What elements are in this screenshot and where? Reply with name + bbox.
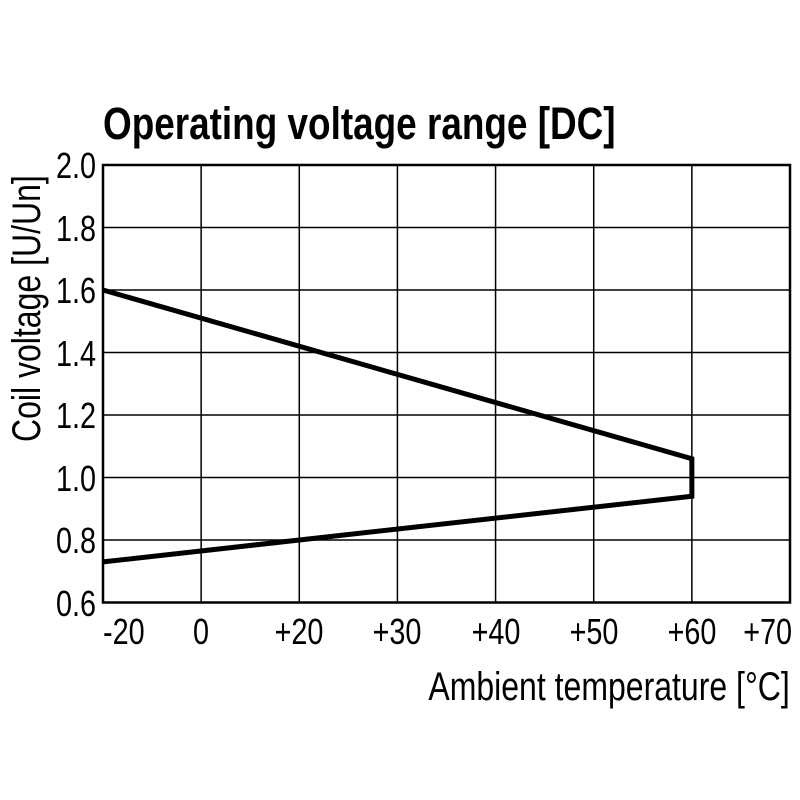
x-tick-label: +20 (274, 611, 324, 652)
x-tick-label: 0 (193, 611, 210, 652)
y-tick-label: 0.6 (55, 582, 96, 624)
chart-title-text: Operating voltage range [DC] (103, 98, 616, 149)
x-tick-label: +50 (569, 611, 619, 652)
x-axis-label-text: Ambient temperature [°C] (428, 665, 790, 709)
y-tick-label: 0.8 (55, 520, 96, 561)
voltage-envelope-line (102, 287, 695, 565)
x-tick-label: +60 (667, 611, 717, 652)
y-tick-label: 2.0 (55, 145, 96, 186)
y-tick-label: 1.0 (55, 457, 96, 499)
x-tick-label: +40 (471, 611, 520, 652)
y-axis-label-text: Coil voltage [U/Un] (5, 175, 49, 442)
chart-title: Operating voltage range [DC] (103, 99, 728, 149)
plot-border (101, 163, 792, 604)
y-tick-label: 1.2 (55, 395, 96, 436)
y-tick-label: 1.4 (55, 332, 96, 374)
y-tick-label: 1.8 (55, 207, 96, 249)
x-tick-label: -20 (103, 611, 145, 652)
x-tick-label: +70 (743, 611, 792, 652)
x-tick-label: +30 (372, 611, 422, 652)
x-axis-label: Ambient temperature [°C] (338, 666, 790, 708)
y-tick-label: 1.6 (55, 270, 96, 311)
